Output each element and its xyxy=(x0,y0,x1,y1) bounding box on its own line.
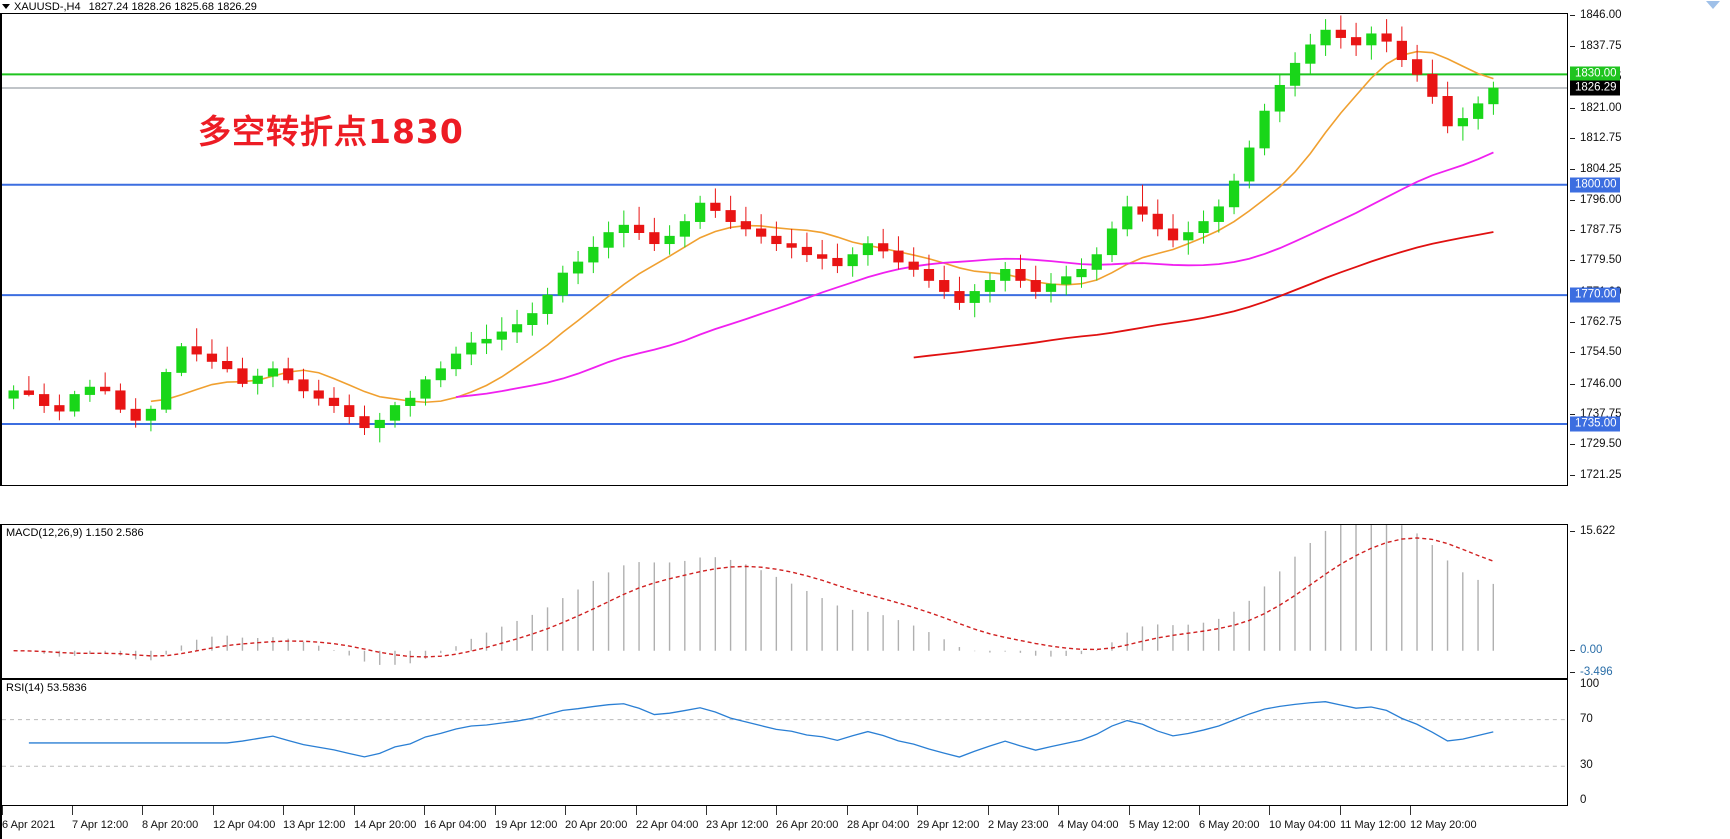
macd-axis-tick: -3.496 xyxy=(1568,666,1613,678)
price-level-label[interactable]: 1826.29 xyxy=(1570,80,1620,96)
rsi-chart-canvas xyxy=(2,701,1567,767)
time-axis-tick: 7 Apr 12:00 xyxy=(72,806,128,831)
price-axis-tick: 1779.50 xyxy=(1568,254,1622,266)
price-axis[interactable]: 1846.001837.751829.251821.001812.751804.… xyxy=(1568,0,1730,486)
rsi-title: RSI(14) 53.5836 xyxy=(6,682,87,694)
rsi-axis[interactable]: 100 70 30 0 xyxy=(1568,677,1730,807)
price-axis-tick: 1812.75 xyxy=(1568,132,1622,144)
rsi-pane[interactable]: RSI(14) 53.5836 xyxy=(0,679,1568,806)
price-axis-tick: 1796.00 xyxy=(1568,194,1622,206)
price-axis-tick: 1721.25 xyxy=(1568,469,1622,481)
symbol-label: XAUUSD-,H4 xyxy=(14,0,81,13)
time-axis-tick: 13 Apr 12:00 xyxy=(283,806,345,831)
chart-annotation-text: 多空转折点1830 xyxy=(198,112,464,151)
time-axis-tick: 19 Apr 12:00 xyxy=(495,806,557,831)
rsi-axis-tick: 30 xyxy=(1580,759,1593,772)
price-pane[interactable]: 多空转折点1830 xyxy=(0,0,1568,486)
time-axis-tick: 26 Apr 20:00 xyxy=(776,806,838,831)
time-axis-tick: 4 May 04:00 xyxy=(1058,806,1119,831)
rsi-axis-tick: 0 xyxy=(1580,794,1587,807)
time-axis-tick: 11 May 12:00 xyxy=(1340,806,1406,831)
price-level-label[interactable]: 1735.00 xyxy=(1570,416,1620,432)
ohlc-values: 1827.24 1828.26 1825.68 1826.29 xyxy=(88,0,257,13)
time-axis-tick: 6 Apr 2021 xyxy=(2,806,55,831)
time-axis[interactable]: 6 Apr 2021 7 Apr 12:00 8 Apr 20:00 12 Apr 0… xyxy=(0,806,1568,839)
time-axis-tick: 8 Apr 20:00 xyxy=(142,806,198,831)
macd-pane[interactable]: MACD(12,26,9) 1.150 2.586 xyxy=(0,524,1568,679)
time-axis-tick: 2 May 23:00 xyxy=(988,806,1049,831)
macd-axis-tick: 0.00 xyxy=(1568,644,1602,656)
time-axis-tick: 12 May 20:00 xyxy=(1410,806,1477,831)
price-axis-tick: 1804.25 xyxy=(1568,163,1622,175)
time-axis-tick: 28 Apr 04:00 xyxy=(847,806,909,831)
rsi-axis-tick: 100 xyxy=(1580,677,1600,690)
rsi-axis-tick: 70 xyxy=(1580,712,1593,725)
price-axis-tick: 1821.00 xyxy=(1568,102,1622,114)
chart-header: XAUUSD-,H4 1827.24 1828.26 1825.68 1826.… xyxy=(0,0,1568,14)
time-axis-tick: 20 Apr 20:00 xyxy=(565,806,627,831)
time-axis-tick: 6 May 20:00 xyxy=(1199,806,1260,831)
time-axis-tick: 16 Apr 04:00 xyxy=(424,806,486,831)
time-axis-tick: 14 Apr 20:00 xyxy=(354,806,416,831)
price-level-label[interactable]: 1830.00 xyxy=(1570,66,1620,82)
time-axis-tick: 22 Apr 04:00 xyxy=(636,806,698,831)
time-axis-tick: 23 Apr 12:00 xyxy=(706,806,768,831)
price-axis-tick: 1846.00 xyxy=(1568,9,1622,21)
macd-title: MACD(12,26,9) 1.150 2.586 xyxy=(6,527,144,539)
price-axis-tick: 1729.50 xyxy=(1568,438,1622,450)
caret-down-icon[interactable] xyxy=(2,4,10,9)
macd-chart-canvas xyxy=(13,525,1494,665)
time-axis-tick: 5 May 12:00 xyxy=(1129,806,1190,831)
price-axis-tick: 1837.75 xyxy=(1568,40,1622,52)
time-axis-tick: 12 Apr 04:00 xyxy=(213,806,275,831)
price-level-label[interactable]: 1800.00 xyxy=(1570,177,1620,193)
price-level-label[interactable]: 1770.00 xyxy=(1570,287,1620,303)
price-chart-canvas xyxy=(2,15,1567,443)
macd-axis-tick: 15.622 xyxy=(1568,525,1615,537)
triangle-down-icon[interactable] xyxy=(1706,1,1720,9)
price-axis-tick: 1746.00 xyxy=(1568,378,1622,390)
price-axis-tick: 1754.50 xyxy=(1568,346,1622,358)
price-axis-tick: 1762.75 xyxy=(1568,316,1622,328)
time-axis-tick: 29 Apr 12:00 xyxy=(917,806,979,831)
macd-axis[interactable]: 15.622 0.00 -3.496 xyxy=(1568,524,1730,679)
price-axis-tick: 1787.75 xyxy=(1568,224,1622,236)
time-axis-tick: 10 May 04:00 xyxy=(1269,806,1336,831)
